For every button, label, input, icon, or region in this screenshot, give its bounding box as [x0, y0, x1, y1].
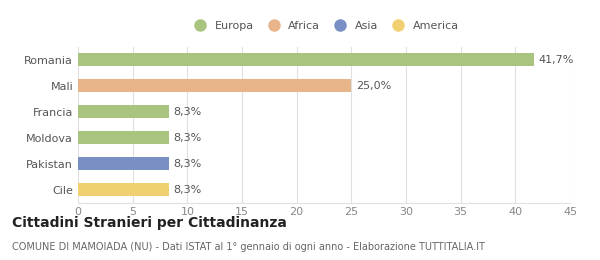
Text: 8,3%: 8,3%: [173, 133, 202, 143]
Text: 25,0%: 25,0%: [356, 81, 391, 91]
Bar: [78, 131, 169, 144]
Bar: [78, 53, 534, 66]
Text: 41,7%: 41,7%: [538, 55, 574, 65]
Legend: Europa, Africa, Asia, America: Europa, Africa, Asia, America: [185, 16, 463, 35]
Text: 8,3%: 8,3%: [173, 159, 202, 169]
Text: 8,3%: 8,3%: [173, 107, 202, 117]
Text: 8,3%: 8,3%: [173, 185, 202, 195]
Bar: [78, 157, 169, 170]
Bar: [78, 105, 169, 118]
Bar: [78, 183, 169, 196]
Text: Cittadini Stranieri per Cittadinanza: Cittadini Stranieri per Cittadinanza: [12, 216, 287, 230]
Text: COMUNE DI MAMOIADA (NU) - Dati ISTAT al 1° gennaio di ogni anno - Elaborazione T: COMUNE DI MAMOIADA (NU) - Dati ISTAT al …: [12, 242, 485, 252]
Bar: [78, 79, 352, 92]
